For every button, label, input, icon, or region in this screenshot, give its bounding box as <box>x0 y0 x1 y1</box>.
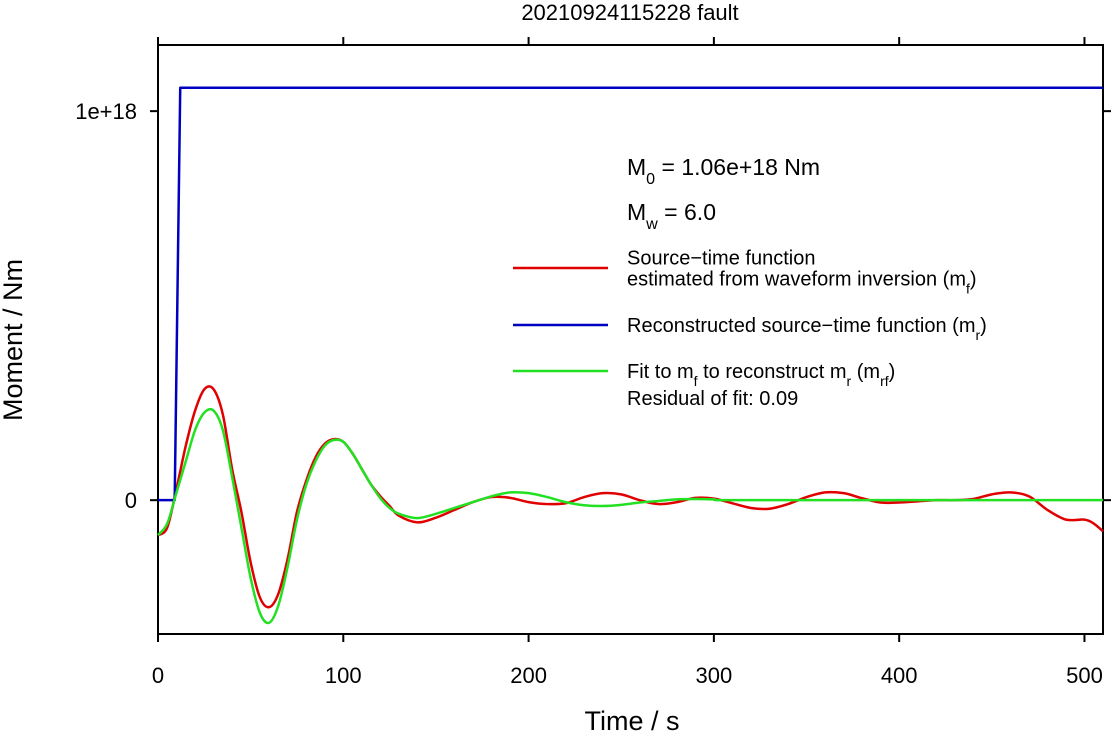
subscript: w <box>645 215 658 233</box>
annotation: Mw = 6.0 <box>627 199 716 233</box>
text-run: ) <box>980 315 987 337</box>
subscript: r <box>976 327 981 343</box>
text-run: M <box>627 199 646 225</box>
legend-label: Reconstructed source−time function (mr) <box>627 315 987 343</box>
subscript: f <box>694 373 698 389</box>
plot-frame <box>157 44 1104 635</box>
x-tick-label: 500 <box>1066 663 1103 688</box>
text-run: = 6.0 <box>658 199 716 225</box>
x-axis-label: Time / s <box>584 706 679 736</box>
legend-label: Source−time function <box>627 248 815 270</box>
x-tick-label: 100 <box>325 663 362 688</box>
annotation: M0 = 1.06e+18 Nm <box>627 154 820 188</box>
series-line <box>157 407 1103 625</box>
text-run: to reconstruct m <box>698 361 847 383</box>
text-run: Fit to m <box>627 361 694 383</box>
subscript: rf <box>880 373 889 389</box>
subscript: 0 <box>646 170 655 188</box>
x-tick-label: 400 <box>881 663 918 688</box>
text-run: ) <box>889 361 896 383</box>
y-tick-label: 0 <box>125 488 137 513</box>
text-run: = 1.06e+18 Nm <box>655 154 820 180</box>
x-tick-label: 0 <box>152 663 164 688</box>
legend-label: estimated from waveform inversion (mf) <box>627 269 977 297</box>
chart-title: 20210924115228 fault <box>521 0 738 25</box>
text-run: M <box>627 154 646 180</box>
text-run: Reconstructed source−time function (m <box>627 315 976 337</box>
text-run: estimated from waveform inversion (m <box>627 269 966 291</box>
y-tick-label: 1e+18 <box>75 99 137 124</box>
legend-label: Fit to mf to reconstruct mr (mrf) <box>627 361 895 389</box>
text-run: ) <box>970 269 977 291</box>
text-run: Source−time function <box>627 248 815 270</box>
x-tick-label: 200 <box>510 663 547 688</box>
fit-residual: Residual of fit: 0.09 <box>627 388 798 410</box>
series-line <box>158 86 1103 502</box>
y-axis-label: Moment / Nm <box>0 259 28 421</box>
text-run: (m <box>851 361 880 383</box>
series-line <box>157 385 1104 609</box>
x-tick-label: 300 <box>696 663 733 688</box>
subscript: r <box>847 373 852 389</box>
subscript: f <box>966 281 970 297</box>
